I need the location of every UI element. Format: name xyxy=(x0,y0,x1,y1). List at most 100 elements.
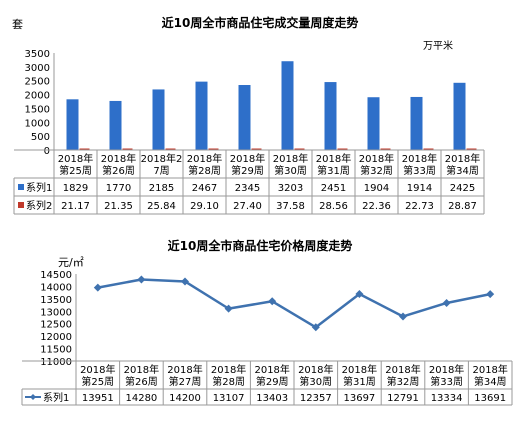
chart2-y-tick-label: 14500 xyxy=(40,270,72,281)
chart1-bar-系列1 xyxy=(195,81,208,150)
chart2-point xyxy=(442,298,451,307)
chart2-x-tick-label: 2018年 xyxy=(80,363,115,376)
chart1-data-label: 37.58 xyxy=(276,201,305,212)
chart1-bar-系列1 xyxy=(324,82,337,150)
chart1-x-tick-label: 第33周 xyxy=(403,164,436,177)
chart1-bar-系列2 xyxy=(466,148,477,150)
chart1-bar-系列1 xyxy=(66,99,79,150)
chart1-x-tick-label: 2018年 xyxy=(187,152,222,165)
chart2-x-tick-label: 第25周 xyxy=(81,375,114,388)
chart1-legend-label: 系列2 xyxy=(26,199,52,212)
chart1-x-tick-label: 第34周 xyxy=(446,164,479,177)
chart1-data-label: 2185 xyxy=(149,183,174,194)
chart1-data-label: 29.10 xyxy=(190,201,219,212)
chart1-data-label: 21.17 xyxy=(61,201,90,212)
chart1-data-label: 3203 xyxy=(278,183,303,194)
chart1-x-tick-label: 第26周 xyxy=(102,164,135,177)
chart1-x-tick-label: 2018年 xyxy=(273,152,308,165)
chart1-bar-系列2 xyxy=(380,148,391,150)
chart1-x-tick-label: 2018年 xyxy=(230,152,265,165)
chart1-y-tick-label: 3500 xyxy=(25,49,50,60)
chart1-bar-系列1 xyxy=(109,100,122,150)
chart2-series-line-系列1 xyxy=(97,278,491,329)
chart1-bar-系列2 xyxy=(79,148,90,150)
chart1-y-tick-label: 0 xyxy=(44,146,50,157)
chart1-y-tick-label: 1500 xyxy=(25,104,50,115)
chart1-bar-系列2 xyxy=(423,148,434,150)
chart2-point xyxy=(486,290,495,299)
chart2-data-label: 13403 xyxy=(256,393,288,404)
chart1-x-tick-label: 7周 xyxy=(153,165,169,177)
chart2-point xyxy=(93,283,102,292)
chart1-bar-系列1 xyxy=(410,96,423,150)
chart2-x-tick-label: 2018年 xyxy=(429,363,464,376)
chart1-data-label: 22.36 xyxy=(362,201,391,212)
chart1-legend-key-系列1 xyxy=(18,184,24,190)
chart2-x-tick-label: 第26周 xyxy=(125,375,158,388)
chart2-x-tick-label: 2018年 xyxy=(472,363,507,376)
chart1-bar-系列1 xyxy=(238,85,251,150)
chart1-x-tick-label: 第30周 xyxy=(274,164,307,177)
chart1-x-tick-label: 2018年 xyxy=(101,152,136,165)
chart1-bar-系列2 xyxy=(122,148,133,150)
chart1-y-tick-label: 3000 xyxy=(25,63,50,74)
chart1-bar-系列1 xyxy=(281,61,294,151)
chart1-data-label: 28.56 xyxy=(319,201,348,212)
chart1-y2-unit-label: 万平米 xyxy=(423,39,453,52)
chart1-y-tick-label: 2500 xyxy=(25,77,50,88)
chart2-x-tick-label: 2018年 xyxy=(385,363,420,376)
chart1-x-tick-label: 2018年 xyxy=(445,152,480,165)
chart1-bar-系列2 xyxy=(208,148,219,150)
chart1-data-label: 2345 xyxy=(235,183,260,194)
chart2-legend-label: 系列1 xyxy=(43,391,69,404)
chart1-x-tick-label: 2018年2 xyxy=(141,152,183,165)
chart2-point xyxy=(224,304,233,313)
chart1-legend-label: 系列1 xyxy=(26,181,52,194)
chart2-data-label: 12357 xyxy=(300,393,332,404)
chart1-y-tick-label: 2000 xyxy=(25,91,50,102)
chart1-data-label: 2451 xyxy=(321,183,346,194)
chart2-x-tick-label: 2018年 xyxy=(298,363,333,376)
chart2-y-tick-label: 13000 xyxy=(40,307,72,318)
chart2-data-label: 14280 xyxy=(125,393,157,404)
chart1-y-tick-label: 1000 xyxy=(25,118,50,129)
chart2-x-tick-label: 第30周 xyxy=(299,375,332,388)
chart1-x-tick-label: 第25周 xyxy=(59,164,92,177)
chart2-point xyxy=(137,275,146,284)
chart1-data-label: 2467 xyxy=(192,183,217,194)
chart2-y-tick-label: 13500 xyxy=(40,295,72,306)
chart1-data-label: 25.84 xyxy=(147,201,176,212)
chart2-x-tick-label: 第34周 xyxy=(474,375,507,388)
chart2-data-label: 13697 xyxy=(343,393,375,404)
chart1-x-tick-label: 2018年 xyxy=(316,152,351,165)
chart2-x-tick-label: 第31周 xyxy=(343,375,376,388)
chart1-bar-系列1 xyxy=(152,89,165,150)
chart1-x-tick-label: 第28周 xyxy=(188,164,221,177)
chart1-y-unit-label: 套 xyxy=(12,18,23,31)
chart1-bar-系列1 xyxy=(453,82,466,150)
chart1-x-tick-label: 第32周 xyxy=(360,164,393,177)
chart2-x-tick-label: 2018年 xyxy=(211,363,246,376)
chart2-data-label: 12791 xyxy=(387,393,419,404)
chart1-x-tick-label: 2018年 xyxy=(359,152,394,165)
chart1-bar-系列2 xyxy=(165,148,176,150)
chart1-x-tick-label: 2018年 xyxy=(58,152,93,165)
chart2-y-tick-label: 12000 xyxy=(40,332,72,343)
chart1-data-label: 22.73 xyxy=(405,201,434,212)
chart2-data-label: 13691 xyxy=(474,393,506,404)
chart2-x-tick-label: 第27周 xyxy=(169,375,202,388)
chart1-bar-系列2 xyxy=(251,148,262,150)
chart2-point xyxy=(181,277,189,286)
chart1-data-label: 1914 xyxy=(407,183,432,194)
chart2-y-tick-label: 11500 xyxy=(40,345,72,356)
chart2-title: 近10周全市商品住宅价格周度走势 xyxy=(168,238,353,253)
chart2-data-label: 13951 xyxy=(82,393,114,404)
chart2-x-tick-label: 第29周 xyxy=(256,375,289,388)
chart1-x-tick-label: 2018年 xyxy=(402,152,437,165)
chart1-bar-系列2 xyxy=(294,148,305,150)
chart2-x-tick-label: 第33周 xyxy=(430,375,463,388)
chart1-x-tick-label: 第29周 xyxy=(231,164,264,177)
